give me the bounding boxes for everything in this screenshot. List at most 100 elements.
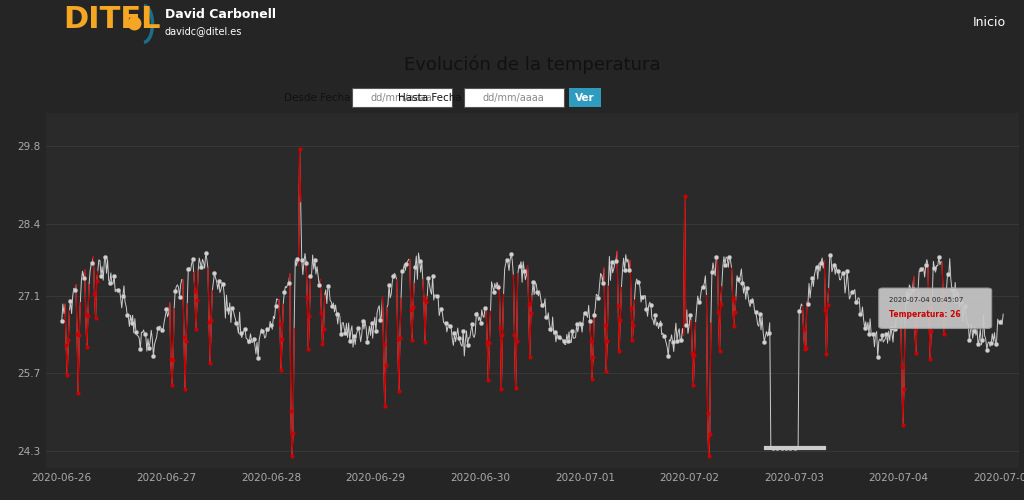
Point: [873, 331, 890, 339]
Point: [346, 332, 362, 340]
Text: davidc@ditel.es: davidc@ditel.es: [165, 26, 243, 36]
Point: [206, 269, 222, 277]
Point: [337, 329, 353, 337]
Point: [520, 300, 537, 308]
Point: [489, 283, 506, 291]
Point: [246, 335, 262, 343]
Point: [701, 430, 718, 438]
FancyBboxPatch shape: [879, 288, 991, 329]
Point: [900, 290, 916, 298]
Point: [804, 274, 820, 282]
Point: [607, 257, 624, 265]
FancyBboxPatch shape: [352, 88, 452, 108]
Text: dd/mm/aaaa: dd/mm/aaaa: [482, 92, 545, 102]
Point: [479, 338, 496, 345]
Point: [983, 339, 999, 347]
Point: [512, 262, 528, 270]
Point: [655, 332, 672, 340]
Point: [300, 346, 316, 354]
FancyBboxPatch shape: [464, 88, 564, 108]
Point: [962, 336, 978, 344]
Point: [294, 256, 310, 264]
Point: [856, 324, 872, 332]
Point: [437, 318, 454, 326]
Point: [677, 192, 693, 200]
Point: [782, 444, 799, 452]
Point: [178, 336, 195, 344]
Point: [211, 277, 227, 285]
Point: [769, 444, 785, 452]
Point: [442, 322, 459, 330]
Point: [634, 294, 650, 302]
Point: [786, 444, 803, 452]
Point: [547, 328, 563, 336]
Point: [394, 268, 411, 276]
Point: [987, 340, 1004, 348]
Point: [313, 309, 330, 317]
Point: [922, 355, 938, 363]
Point: [568, 320, 585, 328]
Point: [525, 278, 542, 286]
Point: [267, 302, 284, 310]
Text: DITEL: DITEL: [63, 4, 161, 34]
Point: [773, 444, 790, 452]
Point: [726, 322, 742, 330]
Point: [97, 253, 114, 261]
Point: [315, 324, 332, 332]
Point: [651, 320, 668, 328]
Point: [71, 331, 87, 339]
Point: [869, 353, 886, 361]
Point: [682, 312, 698, 320]
Point: [738, 284, 755, 292]
Point: [918, 262, 934, 270]
Point: [180, 264, 197, 272]
Point: [485, 288, 502, 296]
Point: [417, 338, 433, 346]
Point: [610, 302, 627, 310]
Text: dd/mm/aaaa: dd/mm/aaaa: [371, 92, 432, 102]
Point: [141, 344, 158, 351]
Point: [477, 304, 494, 312]
Text: Inicio: Inicio: [973, 16, 1006, 30]
Point: [748, 308, 764, 316]
Point: [202, 358, 218, 366]
Point: [472, 319, 488, 327]
Point: [376, 340, 392, 348]
Point: [281, 280, 297, 287]
Point: [630, 278, 646, 285]
Point: [507, 384, 523, 392]
Point: [167, 287, 183, 295]
Point: [80, 312, 96, 320]
Point: [132, 346, 148, 354]
Point: [385, 272, 401, 280]
Point: [274, 334, 291, 342]
Point: [101, 278, 118, 286]
Point: [188, 296, 205, 304]
Point: [913, 265, 930, 273]
Point: [111, 286, 127, 294]
Point: [700, 452, 717, 460]
Point: [377, 402, 393, 410]
Point: [861, 330, 878, 338]
Point: [991, 318, 1008, 326]
Point: [333, 330, 349, 338]
Point: [480, 376, 497, 384]
Text: Temperatura: 26: Temperatura: 26: [889, 310, 961, 320]
Point: [818, 350, 835, 358]
Point: [350, 324, 367, 332]
Point: [499, 256, 515, 264]
Point: [887, 325, 903, 333]
Point: [678, 321, 694, 329]
Point: [404, 302, 421, 310]
Point: [468, 310, 484, 318]
Point: [70, 388, 86, 396]
Point: [673, 336, 689, 344]
Point: [86, 290, 102, 298]
Point: [586, 311, 602, 319]
Point: [150, 324, 166, 332]
Point: [709, 252, 725, 260]
Point: [906, 324, 923, 332]
Point: [907, 349, 924, 357]
Point: [494, 385, 510, 393]
Point: [283, 406, 299, 414]
